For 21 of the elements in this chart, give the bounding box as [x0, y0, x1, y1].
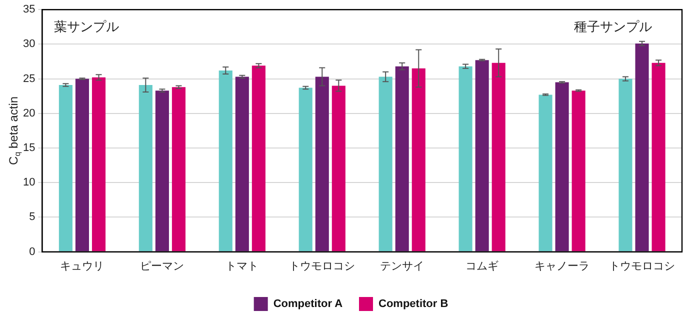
x-tick-label: キュウリ	[60, 260, 104, 272]
x-tick-label: コムギ	[466, 260, 499, 272]
y-tick-label: 15	[22, 142, 36, 154]
y-axis-title: Cq beta actin	[6, 96, 22, 165]
x-tick-label: ピーマン	[140, 260, 184, 272]
x-tick-label: キャノーラ	[534, 260, 590, 272]
y-tick-label: 30	[22, 38, 36, 50]
x-tick-label: テンサイ	[380, 260, 424, 272]
legend-label: Competitor B	[378, 298, 448, 310]
x-tick-label: トウモロコシ	[609, 260, 676, 272]
legend-label: Competitor A	[273, 298, 343, 310]
annotation: 種子サンプル	[574, 19, 652, 34]
x-tick-label: トマト	[226, 260, 259, 272]
y-tick-label: 10	[22, 176, 36, 189]
y-tick-label: 35	[22, 4, 36, 16]
annotation: 葉サンプル	[54, 19, 120, 34]
y-tick-label: 5	[29, 211, 36, 224]
y-tick-label: 0	[29, 246, 36, 258]
y-tick-label: 25	[22, 72, 36, 85]
y-tick-label: 20	[22, 107, 36, 120]
x-tick-label: トウモロコシ	[289, 260, 356, 272]
